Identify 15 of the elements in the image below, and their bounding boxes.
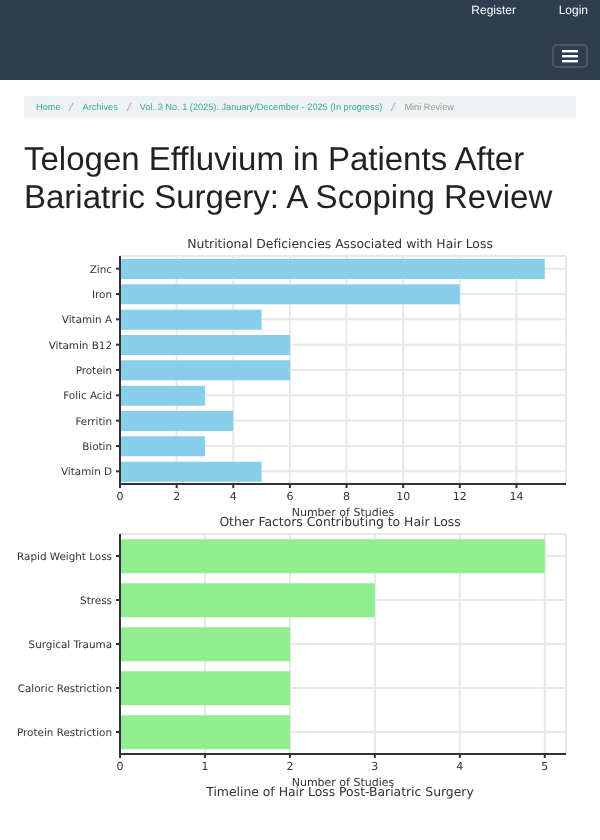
bar	[120, 411, 234, 432]
bar	[120, 284, 460, 305]
bar	[120, 462, 262, 483]
bar	[120, 335, 290, 356]
bar	[120, 715, 290, 750]
bar	[120, 360, 290, 381]
text: Telogen Effluvium in Patients After Bariatric Surgery: A Scoping Review	[24, 142, 555, 219]
bar	[120, 386, 205, 407]
bar	[120, 539, 545, 574]
bar	[120, 436, 205, 457]
bar	[120, 259, 545, 280]
bar	[120, 627, 290, 662]
bar	[120, 671, 290, 706]
bar	[120, 310, 262, 331]
bar	[120, 583, 375, 618]
